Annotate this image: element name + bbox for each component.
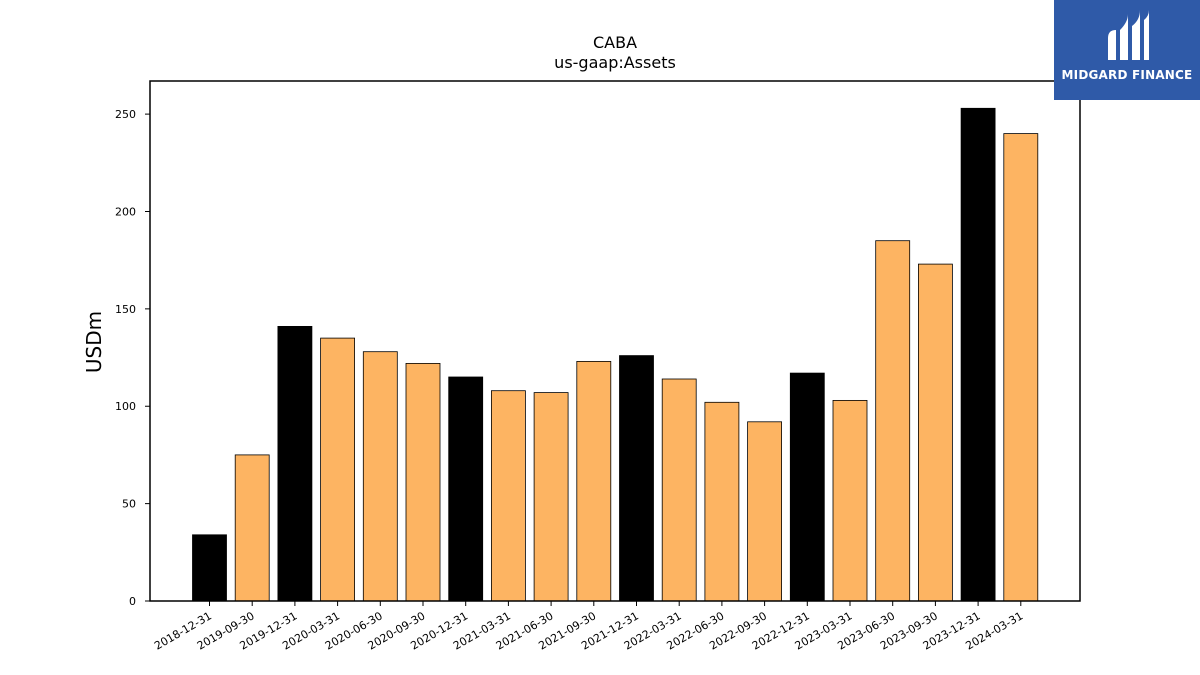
y-tick-label: 50 xyxy=(122,498,136,511)
bar-2023-09-30 xyxy=(918,263,953,602)
bar-2018-12-31 xyxy=(192,534,227,602)
chart-subtitle: us-gaap:Assets xyxy=(554,53,676,72)
bar-2022-06-30 xyxy=(704,401,740,602)
bar-2019-09-30 xyxy=(234,454,270,602)
bars-group xyxy=(192,107,1039,602)
bar-2023-03-31 xyxy=(832,399,868,602)
y-tick-label: 200 xyxy=(115,205,136,218)
bar-2024-03-31 xyxy=(1003,133,1039,602)
bar-2020-06-30 xyxy=(362,351,398,602)
midgard-logo-icon xyxy=(1108,10,1149,60)
bar-2023-06-30 xyxy=(875,240,911,602)
bar-2023-12-31 xyxy=(960,107,996,602)
y-axis-label: USDm xyxy=(82,311,106,373)
bar-2022-03-31 xyxy=(661,378,697,602)
y-tick-label: 0 xyxy=(129,595,136,608)
bar-2020-03-31 xyxy=(320,337,356,602)
chart-title: CABA xyxy=(593,33,637,52)
y-tick-label: 250 xyxy=(115,108,136,121)
bar-2020-12-31 xyxy=(448,376,484,602)
logo-text: MIDGARD FINANCE xyxy=(1061,68,1193,82)
bar-2019-12-31 xyxy=(277,325,313,602)
y-ticks-group: 0 50 100 150 200 250 xyxy=(115,108,150,608)
bar-2021-06-30 xyxy=(533,392,569,602)
y-tick-label: 100 xyxy=(115,400,136,413)
bar-2021-12-31 xyxy=(619,355,654,602)
midgard-finance-logo: MIDGARD FINANCE xyxy=(1054,0,1200,100)
bar-2022-12-31 xyxy=(789,372,825,602)
bar-2022-09-30 xyxy=(747,421,782,602)
x-ticks-group: 2018-12-312019-09-302019-12-312020-03-31… xyxy=(152,601,1025,653)
bar-2021-09-30 xyxy=(576,360,612,602)
bar-2020-09-30 xyxy=(405,362,441,602)
plot-frame xyxy=(149,80,1081,602)
bar-2021-03-31 xyxy=(490,390,526,602)
y-tick-label: 150 xyxy=(115,303,136,316)
